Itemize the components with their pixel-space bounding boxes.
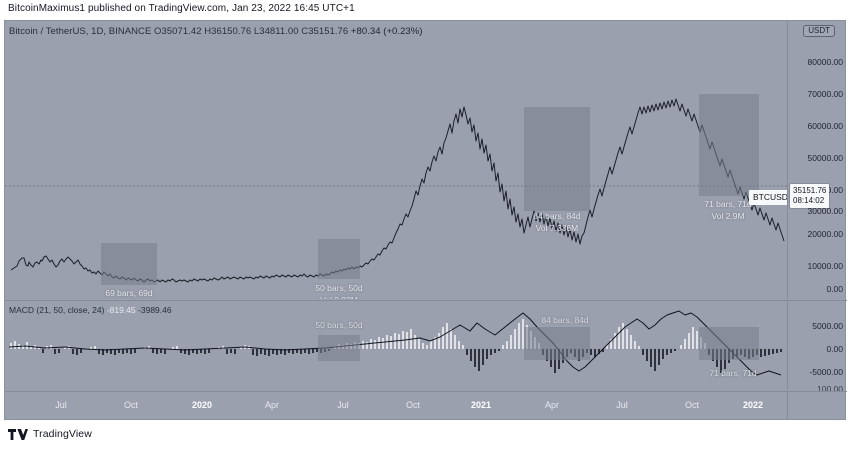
macd-chart (5, 310, 787, 376)
chart-container[interactable]: 69 bars, 69d Vol 2.488M 50 bars, 50d Vol… (4, 20, 847, 420)
measurement-bars-4: 71 bars, 71d (704, 199, 752, 209)
time-tick: Jul (55, 400, 67, 410)
measurement-vol-3: Vol 7.336M (535, 223, 579, 234)
time-tick: Oct (123, 400, 139, 410)
macd-legend: MACD (21, 50, close, 24) -819.45 -3989.4… (9, 305, 172, 315)
macd-signal-value: -3989.46 (138, 305, 172, 315)
price-pane[interactable]: 69 bars, 69d Vol 2.488M 50 bars, 50d Vol… (5, 21, 847, 299)
symbol-price-tag: BTCUSDT (749, 190, 787, 205)
macd-measurement-label-1: 50 bars, 50d (315, 320, 363, 330)
price-axis-tick: 70000.00 (807, 89, 843, 99)
measurement-bars-2: 50 bars, 50d (315, 283, 363, 293)
macd-measurement-label-2: 84 bars, 84d (541, 315, 589, 325)
time-tick: Apr (264, 400, 280, 410)
price-line-chart (5, 98, 787, 283)
time-tick: 2021 (470, 400, 492, 410)
measurement-label-3: 84 bars, 84d Vol 7.336M (533, 210, 580, 235)
macd-axis-tick: 5000.00 (812, 321, 843, 331)
macd-pane[interactable]: 50 bars, 50d 84 bars, 84d 71 bars, 71d M… (5, 300, 847, 394)
price-axis-tick: 0.00 (826, 284, 843, 294)
current-price-tag: 35151.76 08:14:02 (790, 184, 830, 208)
price-legend: Bitcoin / TetherUS, 1D, BINANCE O35071.4… (9, 26, 422, 37)
price-axis-tick: 20000.00 (807, 229, 843, 239)
legend-low-value: 34811.00 (259, 26, 299, 37)
time-tick: Apr (544, 400, 560, 410)
legend-close-value: 35151.76 (308, 26, 349, 37)
time-axis[interactable]: Jul Oct 2020 Apr Jul Oct 2021 Apr Jul Oc… (5, 391, 847, 420)
legend-change: +80.34 (+0.23%) (350, 26, 423, 37)
time-tick: Oct (684, 400, 700, 410)
legend-open-value: 35071.42 (161, 26, 202, 37)
measurement-vol-2: Vol 2.22M (320, 295, 358, 299)
price-axis-tick: 10000.00 (807, 261, 843, 271)
macd-measurement-label-3: 71 bars, 71d (709, 368, 757, 378)
time-tick: Oct (405, 400, 421, 410)
measurement-bars-3: 84 bars, 84d (533, 211, 581, 221)
measurement-label-4: 71 bars, 71d Vol 2.9M (704, 198, 751, 223)
legend-low-label: L (253, 26, 260, 37)
measurement-vol-4: Vol 2.9M (711, 211, 745, 222)
macd-value: -819.45 (106, 305, 136, 315)
price-axis[interactable]: USDT 80000.00 70000.00 60000.00 50000.00… (787, 21, 847, 299)
time-tick: 2022 (742, 400, 764, 410)
macd-legend-title[interactable]: MACD (21, 50, close, 24) (9, 305, 105, 315)
time-axis-corner (787, 392, 847, 420)
time-tick: Jul (616, 400, 628, 410)
price-axis-tick: 50000.00 (807, 153, 843, 163)
price-plot-area[interactable]: 69 bars, 69d Vol 2.488M 50 bars, 50d Vol… (5, 21, 787, 299)
measurement-bars-1: 69 bars, 69d (105, 288, 153, 298)
macd-axis-tick: 0.00 (826, 344, 843, 354)
time-tick: 2020 (191, 400, 213, 410)
measurement-label-2: 50 bars, 50d Vol 2.22M (315, 282, 362, 299)
macd-axis-tick-partial: 100.00 (817, 384, 843, 394)
macd-axis-tick: -5000.00 (809, 367, 843, 377)
legend-high-value: 36150.76 (211, 26, 252, 37)
tradingview-wordmark: TradingView (33, 428, 92, 440)
price-axis-tick: 60000.00 (807, 121, 843, 131)
price-axis-tick: 80000.00 (807, 57, 843, 67)
time-tick: Jul (337, 400, 349, 410)
legend-high-label: H (204, 26, 212, 37)
price-axis-tick: 30000.00 (807, 206, 843, 216)
publisher-credit: BitcoinMaximus1 published on TradingView… (8, 3, 355, 14)
current-price-value: 35151.76 (793, 186, 827, 195)
current-price-time: 08:14:02 (793, 196, 825, 205)
tradingview-logo-icon (8, 428, 28, 440)
currency-badge[interactable]: USDT (803, 25, 835, 37)
legend-symbol[interactable]: Bitcoin / TetherUS, 1D, BINANCE (9, 26, 152, 37)
footer: TradingView (8, 428, 92, 440)
legend-close-label: C (301, 26, 309, 37)
time-axis-labels: Jul Oct 2020 Apr Jul Oct 2021 Apr Jul Oc… (5, 392, 787, 420)
measurement-label-1: 69 bars, 69d Vol 2.488M (105, 287, 152, 299)
legend-open-label: O (154, 26, 162, 37)
macd-axis[interactable]: 5000.00 0.00 -5000.00 100.00 (787, 301, 847, 394)
